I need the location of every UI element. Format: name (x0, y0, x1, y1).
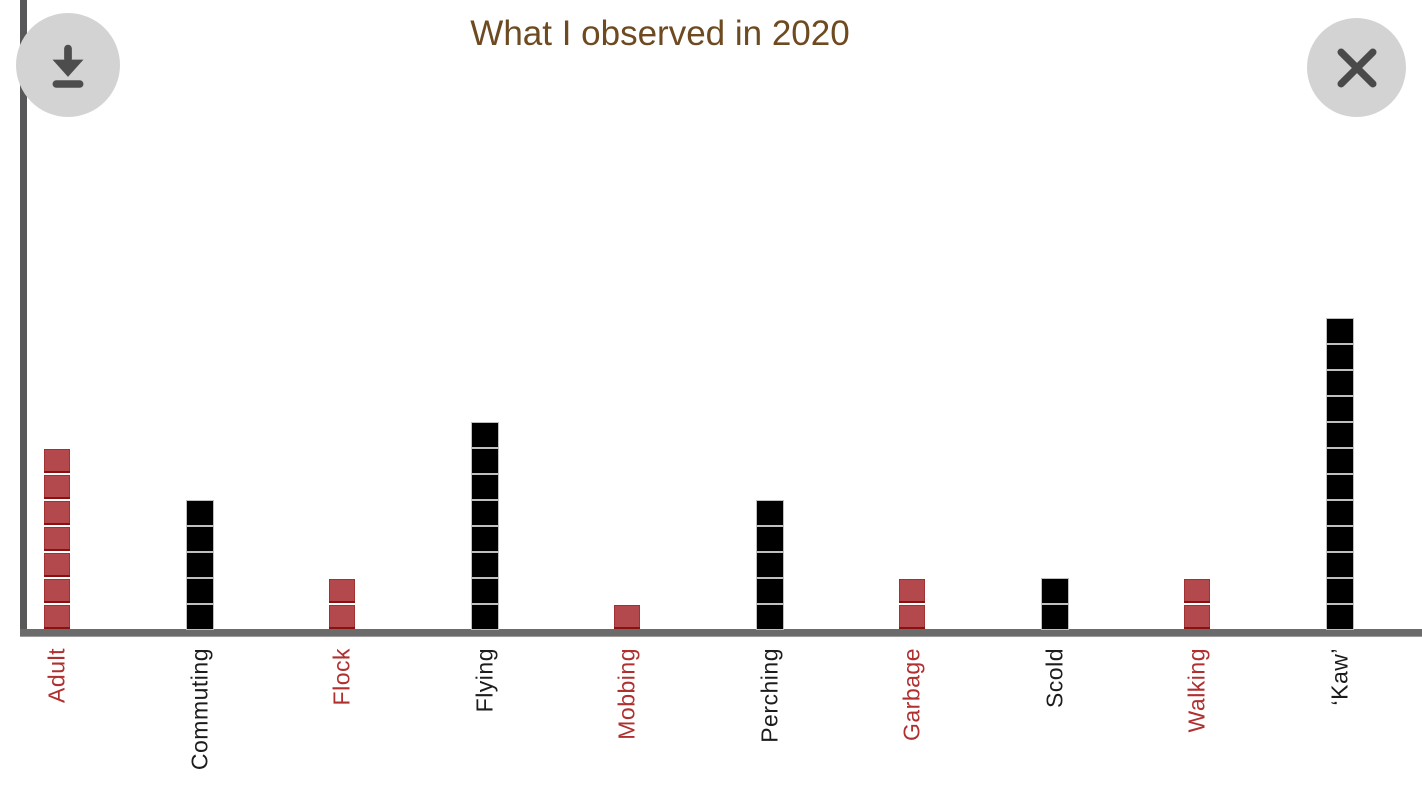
unit-square (899, 579, 926, 603)
unit-square (471, 553, 498, 577)
unit-square (186, 605, 213, 629)
x-axis-label: Walking (1183, 648, 1210, 733)
x-axis-label: Commuting (186, 648, 213, 771)
bar-column-perching (756, 501, 783, 629)
bar-column-kaw (1326, 319, 1353, 629)
unit-square (614, 605, 641, 629)
unit-square (1326, 345, 1353, 369)
unit-square (471, 449, 498, 473)
x-axis-label: ‘Kaw’ (1326, 648, 1353, 706)
bar-column-walking (1184, 579, 1211, 629)
bar-column-adult (44, 449, 70, 629)
unit-square (44, 605, 70, 629)
unit-square (756, 501, 783, 525)
unit-square (1326, 397, 1353, 421)
unit-square (1326, 527, 1353, 551)
unit-square (1184, 605, 1211, 629)
unit-square (186, 527, 213, 551)
unit-square (44, 449, 70, 473)
x-axis-label: Mobbing (613, 648, 640, 740)
unit-square (1184, 579, 1211, 603)
unit-square (471, 475, 498, 499)
unit-square (1326, 423, 1353, 447)
bar-column-scold (1041, 579, 1068, 629)
unit-square (756, 605, 783, 629)
close-icon (1337, 48, 1376, 87)
unit-square (1326, 579, 1353, 603)
unit-square (186, 553, 213, 577)
unit-square (1041, 579, 1068, 603)
unit-square (186, 579, 213, 603)
x-axis-label: Garbage (898, 648, 925, 742)
unit-square (471, 501, 498, 525)
unit-square (756, 579, 783, 603)
chart-title: What I observed in 2020 (470, 14, 850, 53)
unit-square (329, 579, 356, 603)
bar-column-garbage (899, 579, 926, 629)
unit-square (1041, 605, 1068, 629)
unit-square (756, 553, 783, 577)
download-button[interactable] (16, 13, 120, 117)
unit-square (1326, 449, 1353, 473)
unit-square (1326, 319, 1353, 343)
x-axis-label: Adult (43, 648, 70, 703)
bar-column-flying (471, 423, 498, 629)
unit-square (1326, 553, 1353, 577)
unit-square (1326, 605, 1353, 629)
unit-square (329, 605, 356, 629)
bar-column-mobbing (614, 605, 641, 629)
unit-square (899, 605, 926, 629)
x-axis-label: Flock (328, 648, 355, 706)
x-axis-label: Perching (756, 648, 783, 743)
unit-square (44, 501, 70, 525)
unit-square (756, 527, 783, 551)
unit-square (1326, 501, 1353, 525)
unit-square (186, 501, 213, 525)
unit-square (1326, 371, 1353, 395)
unit-square (44, 475, 70, 499)
unit-square (471, 423, 498, 447)
unit-square (44, 527, 70, 551)
unit-square (44, 579, 70, 603)
x-axis-line (20, 629, 1422, 636)
bar-column-flock (329, 579, 356, 629)
unit-square (471, 605, 498, 629)
download-icon (52, 44, 84, 88)
x-axis-label: Scold (1041, 648, 1068, 709)
x-axis-label: Flying (471, 648, 498, 713)
close-button[interactable] (1307, 18, 1406, 117)
unit-square (1326, 475, 1353, 499)
unit-square (471, 579, 498, 603)
bar-column-commuting (186, 501, 213, 629)
y-axis-line (20, 0, 27, 637)
unit-square (471, 527, 498, 551)
unit-square (44, 553, 70, 577)
